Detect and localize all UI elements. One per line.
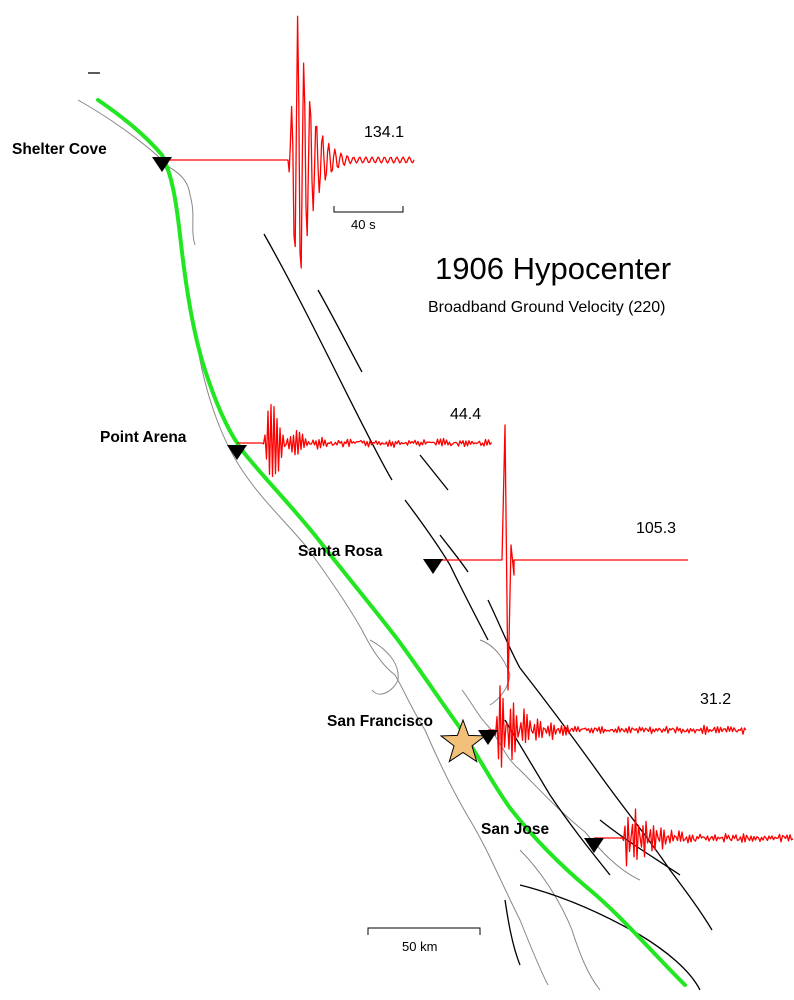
hypocenter-star-icon — [439, 718, 487, 763]
peak-value-shelter-cove: 134.1 — [364, 124, 404, 141]
fault-line — [487, 599, 521, 669]
station-label-santa-rosa: Santa Rosa — [298, 543, 383, 560]
station-label-shelter-cove: Shelter Cove — [12, 141, 107, 158]
station-marker-icon — [423, 559, 443, 574]
distance-scale-bar — [367, 927, 481, 935]
map-title: 1906 Hypocenter — [435, 251, 671, 286]
station-marker-icon — [478, 730, 498, 745]
station-marker-icon — [584, 838, 604, 853]
fault-line — [404, 499, 489, 641]
waveform-point-arena — [237, 403, 493, 477]
station-marker-icon — [152, 157, 172, 172]
station-markers — [152, 157, 604, 853]
peak-value-point-arena: 44.4 — [450, 406, 481, 423]
fault-line — [504, 719, 611, 876]
fault-line — [419, 454, 449, 491]
waveform-san-francisco — [488, 685, 747, 768]
station-label-point-arena: Point Arena — [100, 429, 187, 446]
faults — [88, 72, 713, 991]
map-subtitle: Broadband Ground Velocity (220) — [428, 299, 665, 316]
peak-value-santa-rosa: 105.3 — [636, 520, 676, 537]
seismograms — [162, 15, 794, 867]
station-marker-icon — [227, 445, 247, 460]
peak-value-san-francisco: 31.2 — [700, 691, 731, 708]
waveform-shelter-cove — [162, 15, 415, 269]
fault-line — [263, 233, 393, 481]
fault-line — [504, 899, 521, 966]
time-scale-label: 40 s — [351, 217, 376, 232]
station-label-san-jose: San Jose — [481, 821, 549, 838]
station-label-san-francisco: San Francisco — [327, 713, 433, 730]
fault-line — [317, 289, 363, 373]
distance-scale-label: 50 km — [402, 939, 437, 954]
fault-line — [519, 884, 701, 991]
waveform-santa-rosa — [433, 424, 688, 691]
fault-line — [439, 534, 469, 573]
time-scale-bar — [333, 206, 404, 213]
fault-line — [519, 667, 713, 931]
rupture-trace — [96, 98, 687, 987]
waveform-san-jose — [594, 808, 794, 867]
